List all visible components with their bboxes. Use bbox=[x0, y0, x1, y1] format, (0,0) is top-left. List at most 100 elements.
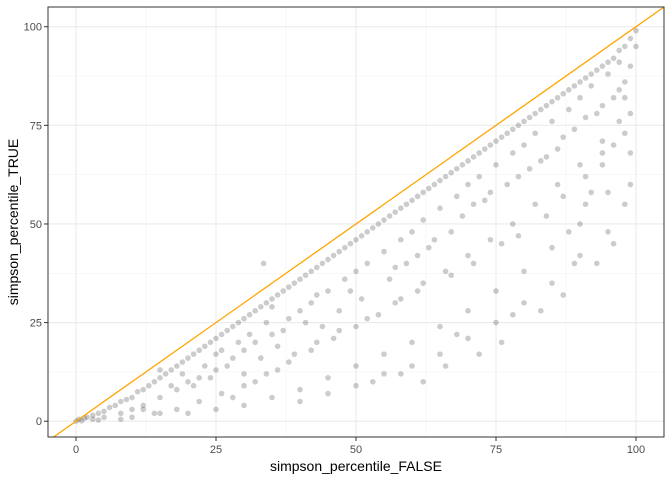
data-point bbox=[549, 280, 555, 286]
data-point bbox=[213, 335, 219, 342]
data-point bbox=[420, 217, 427, 223]
data-point bbox=[302, 319, 309, 326]
data-point bbox=[381, 217, 387, 223]
data-point bbox=[118, 410, 124, 417]
data-point bbox=[90, 412, 96, 419]
data-point bbox=[610, 240, 617, 247]
data-point bbox=[314, 292, 320, 298]
data-point bbox=[594, 260, 600, 267]
data-point bbox=[616, 59, 622, 66]
data-point bbox=[252, 339, 258, 346]
data-point bbox=[392, 264, 399, 271]
data-point bbox=[353, 268, 359, 275]
data-point bbox=[286, 359, 292, 365]
data-point bbox=[101, 408, 107, 415]
data-point bbox=[560, 134, 566, 140]
data-point bbox=[95, 417, 102, 423]
data-point bbox=[493, 288, 499, 294]
data-point bbox=[510, 311, 516, 318]
data-point bbox=[610, 142, 617, 148]
data-point bbox=[314, 339, 320, 346]
data-point bbox=[118, 398, 124, 405]
data-point bbox=[538, 307, 544, 314]
data-point bbox=[454, 165, 460, 172]
data-point bbox=[330, 335, 337, 342]
data-point bbox=[342, 276, 348, 283]
data-point bbox=[454, 331, 460, 338]
data-point bbox=[224, 327, 230, 334]
data-point bbox=[532, 110, 538, 117]
data-point bbox=[515, 233, 522, 239]
data-point bbox=[274, 343, 281, 350]
data-point bbox=[386, 213, 393, 219]
data-point bbox=[599, 150, 606, 156]
data-point bbox=[218, 390, 225, 397]
data-point bbox=[448, 169, 455, 176]
data-points bbox=[73, 27, 639, 425]
data-point bbox=[185, 378, 191, 385]
data-point bbox=[129, 406, 135, 413]
data-point bbox=[241, 402, 247, 409]
data-point bbox=[151, 378, 158, 385]
data-point bbox=[498, 240, 505, 247]
data-point bbox=[409, 197, 415, 204]
data-point bbox=[627, 35, 634, 42]
data-point bbox=[274, 367, 281, 373]
data-point bbox=[420, 378, 427, 385]
data-point bbox=[532, 201, 538, 208]
data-point bbox=[543, 154, 550, 160]
data-point bbox=[521, 142, 527, 148]
data-point bbox=[599, 102, 606, 109]
data-point bbox=[566, 87, 572, 93]
data-point bbox=[370, 378, 376, 385]
data-point bbox=[627, 181, 634, 188]
data-point bbox=[577, 162, 583, 168]
data-point bbox=[448, 272, 455, 279]
data-point bbox=[134, 388, 141, 395]
data-point bbox=[442, 363, 449, 369]
data-point bbox=[174, 406, 180, 413]
data-point bbox=[174, 363, 180, 369]
data-point bbox=[465, 252, 471, 259]
data-point bbox=[353, 363, 359, 369]
data-point bbox=[297, 307, 303, 314]
data-point bbox=[353, 382, 359, 389]
data-point bbox=[263, 371, 270, 377]
x-axis-ticks: 0 25 50 75 100 bbox=[73, 437, 645, 456]
data-point bbox=[157, 367, 163, 373]
data-point bbox=[571, 126, 578, 133]
data-point bbox=[218, 331, 225, 338]
data-point bbox=[459, 213, 466, 219]
data-point bbox=[431, 236, 438, 243]
data-point bbox=[582, 201, 589, 208]
data-point bbox=[504, 130, 511, 137]
data-point bbox=[437, 177, 443, 184]
data-point bbox=[241, 382, 247, 389]
x-tick-label: 50 bbox=[350, 444, 362, 456]
data-point bbox=[179, 371, 186, 377]
data-point bbox=[280, 327, 287, 334]
data-point bbox=[398, 236, 404, 243]
data-point bbox=[414, 252, 421, 259]
data-point bbox=[588, 83, 594, 89]
y-tick-label: 100 bbox=[24, 22, 42, 34]
data-point bbox=[112, 402, 118, 409]
data-point bbox=[314, 264, 320, 271]
data-point bbox=[235, 319, 242, 326]
data-point bbox=[342, 244, 348, 251]
data-point bbox=[610, 94, 617, 101]
data-point bbox=[308, 347, 315, 354]
data-point bbox=[594, 110, 600, 117]
data-point bbox=[260, 260, 267, 267]
data-point bbox=[633, 27, 639, 34]
data-point bbox=[487, 189, 494, 196]
data-point bbox=[610, 55, 617, 62]
data-point bbox=[515, 173, 522, 180]
y-tick-label: 25 bbox=[30, 318, 42, 330]
data-point bbox=[605, 229, 611, 235]
data-point bbox=[622, 79, 628, 85]
data-point bbox=[560, 193, 566, 200]
data-point bbox=[470, 201, 477, 208]
data-point bbox=[588, 189, 594, 196]
data-point bbox=[599, 138, 606, 144]
